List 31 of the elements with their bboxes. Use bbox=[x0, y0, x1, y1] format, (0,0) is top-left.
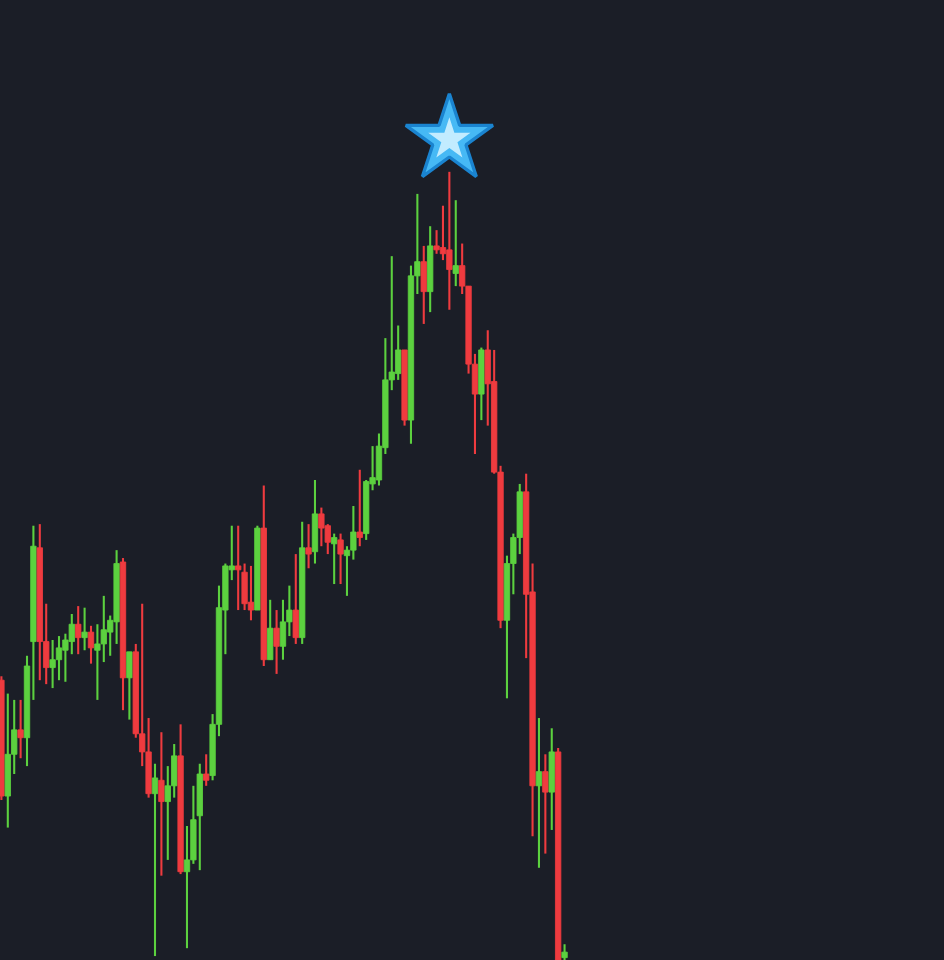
candlestick bbox=[267, 598, 274, 661]
candlestick bbox=[75, 605, 82, 656]
candlestick bbox=[305, 523, 312, 570]
candlestick bbox=[158, 731, 165, 877]
candlestick bbox=[49, 638, 56, 690]
candlestick bbox=[337, 532, 344, 586]
candlestick bbox=[126, 650, 133, 721]
candlestick bbox=[55, 635, 63, 682]
candlestick bbox=[356, 468, 363, 548]
candlestick bbox=[311, 478, 319, 565]
candlestick bbox=[427, 225, 434, 314]
candlestick bbox=[247, 564, 255, 622]
candlestick bbox=[196, 762, 203, 872]
candlestick bbox=[17, 698, 24, 760]
candlestick bbox=[542, 753, 549, 855]
candlestick bbox=[331, 532, 338, 586]
candlestick bbox=[318, 506, 325, 548]
candlestick bbox=[452, 199, 459, 288]
candlestick bbox=[273, 609, 280, 675]
candlestick bbox=[4, 692, 11, 829]
candlestick bbox=[446, 170, 453, 311]
candlestick bbox=[87, 624, 95, 665]
candlestick bbox=[478, 346, 485, 422]
candlestick bbox=[548, 727, 555, 831]
candlestick bbox=[292, 553, 299, 645]
candlestick bbox=[420, 244, 427, 325]
candlestick bbox=[81, 606, 88, 652]
candlestick bbox=[235, 524, 242, 612]
candlestick bbox=[203, 753, 210, 787]
candlestick bbox=[535, 716, 543, 869]
candlestick bbox=[151, 762, 159, 958]
